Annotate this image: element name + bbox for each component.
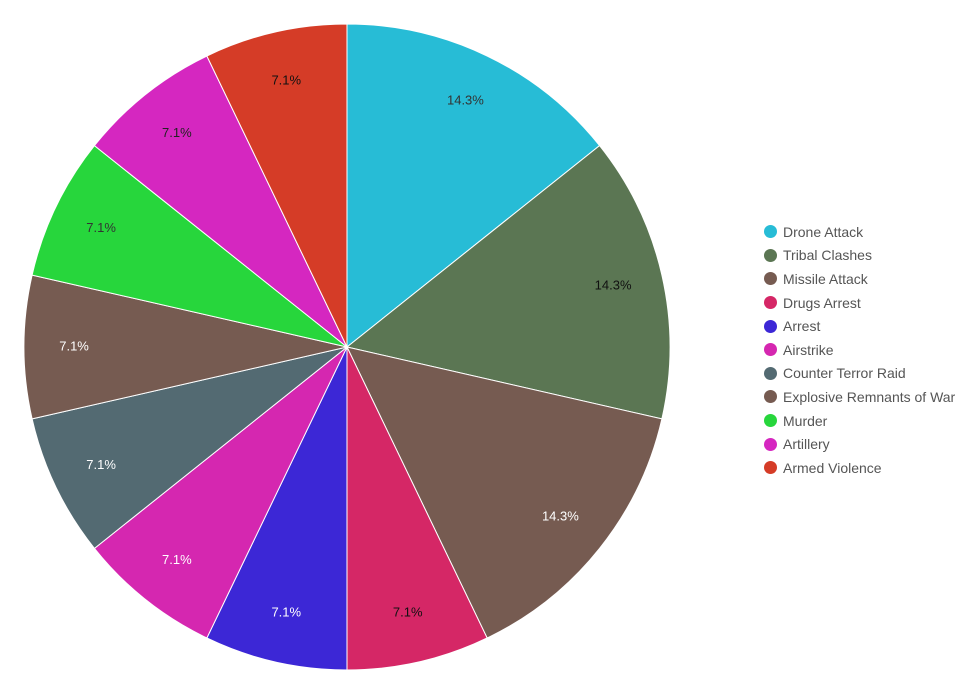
legend-item[interactable]: Arrest	[764, 314, 955, 338]
pie-slice-arrest[interactable]	[206, 346, 348, 671]
legend-swatch-icon	[764, 414, 777, 428]
pie-percent-label: 7.1%	[59, 338, 89, 353]
legend-swatch-icon	[764, 296, 777, 310]
pie-slice-explosive-remnants-of-war[interactable]	[23, 274, 348, 420]
legend-label: Drone Attack	[783, 223, 864, 240]
pie-percent-label: 7.1%	[271, 72, 301, 87]
pie-percent-label: 7.1%	[162, 125, 192, 140]
pie-percent-label: 7.1%	[86, 220, 116, 235]
legend-swatch-icon	[764, 272, 777, 286]
legend-label: Airstrike	[783, 341, 834, 358]
legend-label: Tribal Clashes	[783, 247, 872, 264]
pie-slice-airstrike[interactable]	[93, 346, 348, 639]
pie-slice-artillery[interactable]	[93, 55, 348, 348]
legend-swatch-icon	[764, 437, 777, 451]
legend-swatch-icon	[764, 319, 777, 333]
legend-item[interactable]: Missile Attack	[764, 267, 955, 291]
legend-item[interactable]: Drone Attack	[764, 220, 955, 244]
legend-swatch-icon	[764, 390, 777, 404]
legend-swatch-icon	[764, 366, 777, 380]
legend-label: Missile Attack	[783, 270, 868, 287]
legend-swatch-icon	[764, 248, 777, 262]
legend-label: Counter Terror Raid	[783, 365, 906, 382]
pie-slice-counter-terror-raid[interactable]	[31, 346, 348, 550]
legend-item[interactable]: Tribal Clashes	[764, 244, 955, 268]
pie-slices	[23, 23, 671, 671]
legend-item[interactable]: Counter Terror Raid	[764, 362, 955, 386]
legend-label: Artillery	[783, 436, 830, 453]
pie-slice-tribal-clashes[interactable]	[345, 144, 671, 420]
legend-label: Arrest	[783, 318, 821, 335]
pie-percent-labels: 14.3% 14.3% 14.3% 7.1% 7.1% 7.1% 7.1% 7.1% 7.1% 7…	[59, 72, 632, 619]
chart-legend: Drone Attack Tribal Clashes Missile Attack…	[764, 220, 955, 480]
legend-item[interactable]: Airstrike	[764, 338, 955, 362]
legend-swatch-icon	[764, 343, 777, 357]
pie-slice-drone-attack[interactable]	[346, 23, 601, 349]
pie-slice-murder[interactable]	[31, 144, 348, 348]
pie-percent-label: 14.3%	[447, 93, 484, 108]
legend-label: Drugs Arrest	[783, 294, 861, 311]
legend-item[interactable]: Armed Violence	[764, 456, 955, 480]
pie-slice-drugs-arrest[interactable]	[346, 346, 488, 671]
legend-item[interactable]: Murder	[764, 409, 955, 433]
legend-item[interactable]: Explosive Remnants of War	[764, 385, 955, 409]
legend-item[interactable]: Artillery	[764, 432, 955, 456]
legend-label: Murder	[783, 412, 828, 429]
pie-percent-label: 7.1%	[271, 605, 301, 620]
legend-item[interactable]: Drugs Arrest	[764, 291, 955, 315]
legend-label: Armed Violence	[783, 459, 882, 476]
pie-percent-label: 7.1%	[86, 457, 116, 472]
pie-slice-missile-attack[interactable]	[346, 346, 663, 639]
pie-slice-armed-violence[interactable]	[206, 23, 348, 348]
pie-percent-label: 7.1%	[162, 552, 192, 567]
pie-percent-label: 14.3%	[542, 509, 579, 524]
legend-swatch-icon	[764, 225, 777, 239]
legend-label: Explosive Remnants of War	[783, 388, 956, 405]
pie-percent-label: 7.1%	[393, 605, 423, 620]
pie-percent-label: 14.3%	[595, 278, 632, 293]
legend-swatch-icon	[764, 461, 777, 475]
